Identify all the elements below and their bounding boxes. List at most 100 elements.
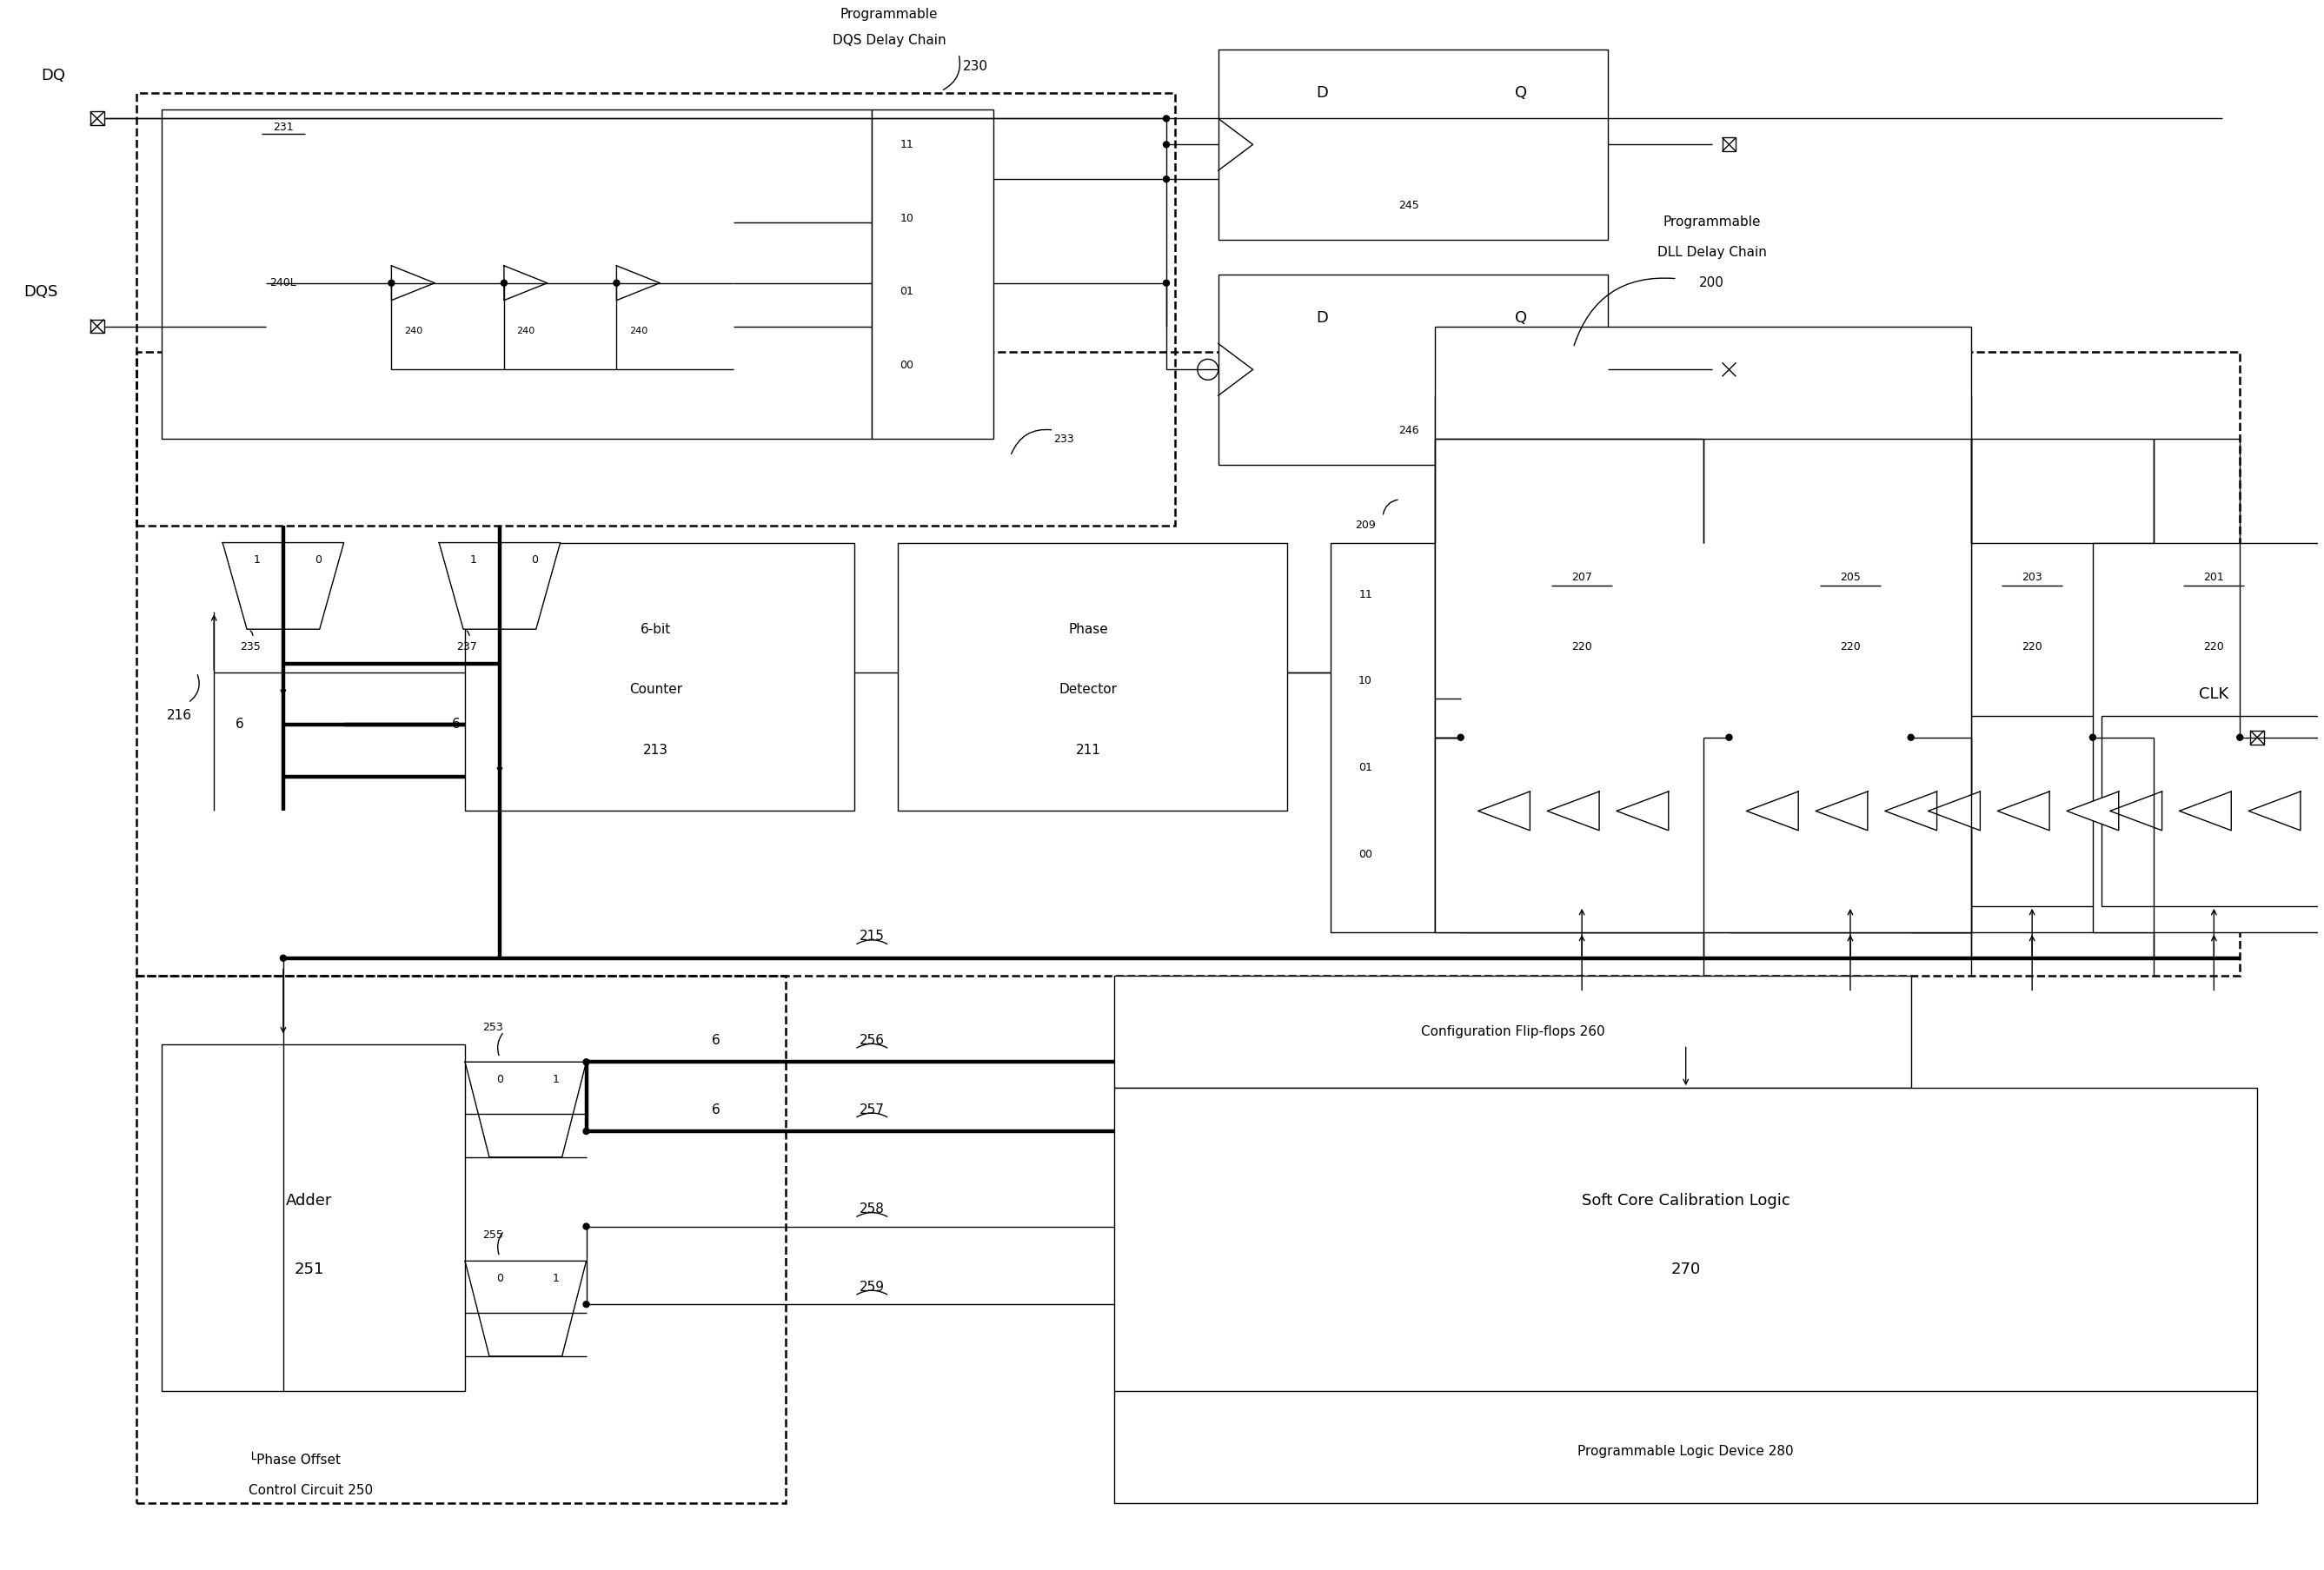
Text: Phase: Phase xyxy=(1069,623,1109,636)
Polygon shape xyxy=(1815,791,1868,831)
Text: 220: 220 xyxy=(2022,641,2043,652)
Text: └Phase Offset: └Phase Offset xyxy=(249,1454,342,1466)
Polygon shape xyxy=(1929,791,1980,831)
Text: 256: 256 xyxy=(860,1033,885,1047)
Text: 213: 213 xyxy=(644,744,667,757)
Text: DQS: DQS xyxy=(23,284,58,300)
Text: 259: 259 xyxy=(860,1281,885,1294)
Bar xyxy=(1738,716,1964,906)
Circle shape xyxy=(1164,116,1169,121)
Text: 01: 01 xyxy=(1360,761,1373,774)
Text: 220: 220 xyxy=(2203,641,2224,652)
Polygon shape xyxy=(439,543,560,630)
Bar xyxy=(137,975,786,1504)
Text: 257: 257 xyxy=(860,1104,885,1116)
Text: 10: 10 xyxy=(899,212,913,225)
Polygon shape xyxy=(1478,791,1529,831)
Text: 240: 240 xyxy=(516,327,535,334)
Text: 6: 6 xyxy=(453,717,460,732)
Text: 245: 245 xyxy=(1399,199,1420,210)
Text: 270: 270 xyxy=(1671,1262,1701,1278)
Text: 215: 215 xyxy=(860,929,885,944)
Text: Programmable Logic Device 280: Programmable Logic Device 280 xyxy=(1578,1444,1794,1459)
Text: D: D xyxy=(1315,309,1329,325)
Circle shape xyxy=(1164,176,1169,182)
Text: 1: 1 xyxy=(469,554,476,565)
Text: 220: 220 xyxy=(1571,641,1592,652)
Text: 230: 230 xyxy=(962,60,988,74)
Text: D: D xyxy=(1315,85,1329,100)
Circle shape xyxy=(1164,279,1169,286)
Bar xyxy=(91,319,105,333)
Bar xyxy=(872,110,992,438)
Text: Soft Core Calibration Logic: Soft Core Calibration Logic xyxy=(1583,1193,1789,1209)
Polygon shape xyxy=(2110,791,2161,831)
Text: Q: Q xyxy=(1515,85,1527,100)
Text: Q: Q xyxy=(1515,309,1527,325)
Polygon shape xyxy=(465,1061,586,1157)
Text: 231: 231 xyxy=(272,121,293,133)
Text: Adder: Adder xyxy=(286,1193,332,1209)
Bar xyxy=(1920,716,2145,906)
Polygon shape xyxy=(1745,791,1799,831)
Text: 6-bit: 6-bit xyxy=(639,623,672,636)
Circle shape xyxy=(583,1223,590,1229)
Text: Detector: Detector xyxy=(1060,683,1118,697)
Text: 6: 6 xyxy=(235,717,244,732)
Text: Configuration Flip-flops 260: Configuration Flip-flops 260 xyxy=(1420,1025,1604,1038)
Text: 1: 1 xyxy=(553,1074,560,1085)
Polygon shape xyxy=(1999,791,2050,831)
Circle shape xyxy=(502,279,507,286)
Circle shape xyxy=(583,1058,590,1064)
Text: 1: 1 xyxy=(553,1273,560,1284)
Polygon shape xyxy=(504,265,546,300)
Text: 209: 209 xyxy=(1355,520,1376,531)
Bar xyxy=(1910,543,2154,933)
Text: 253: 253 xyxy=(483,1022,502,1033)
Bar xyxy=(897,543,1287,812)
Polygon shape xyxy=(2180,791,2231,831)
Bar xyxy=(137,352,2240,975)
Text: 251: 251 xyxy=(295,1262,323,1278)
Text: 240: 240 xyxy=(630,327,648,334)
Circle shape xyxy=(388,279,395,286)
Text: 00: 00 xyxy=(1360,849,1373,860)
Bar xyxy=(1722,363,1736,377)
Bar xyxy=(1116,975,1910,1088)
Bar xyxy=(2101,716,2324,906)
Text: 246: 246 xyxy=(1399,424,1420,436)
Text: 11: 11 xyxy=(1360,589,1371,600)
Bar xyxy=(1462,543,1703,933)
Text: Programmable: Programmable xyxy=(1664,217,1762,229)
Text: 237: 237 xyxy=(456,641,476,652)
Circle shape xyxy=(2238,735,2243,741)
Text: 0: 0 xyxy=(530,554,537,565)
Text: CLK: CLK xyxy=(2199,686,2229,702)
Text: 0: 0 xyxy=(497,1273,504,1284)
Polygon shape xyxy=(223,543,344,630)
Bar xyxy=(1434,327,1971,933)
Text: 11: 11 xyxy=(899,138,913,151)
Circle shape xyxy=(1727,735,1731,741)
Text: 200: 200 xyxy=(1699,276,1724,289)
Bar xyxy=(2092,543,2324,933)
Bar xyxy=(2250,730,2264,744)
Text: 6: 6 xyxy=(711,1033,720,1047)
Polygon shape xyxy=(390,265,435,300)
Text: 233: 233 xyxy=(1053,433,1074,444)
Text: 240: 240 xyxy=(404,327,423,334)
Text: 216: 216 xyxy=(167,710,193,722)
Circle shape xyxy=(1164,141,1169,148)
Text: 235: 235 xyxy=(239,641,260,652)
Bar xyxy=(1469,716,1694,906)
Text: 240L: 240L xyxy=(270,278,297,289)
Circle shape xyxy=(1457,735,1464,741)
Text: 211: 211 xyxy=(1076,744,1102,757)
Bar xyxy=(1332,543,1434,933)
Text: 258: 258 xyxy=(860,1203,885,1215)
Circle shape xyxy=(2089,735,2096,741)
Bar xyxy=(1116,1088,2257,1504)
Polygon shape xyxy=(2250,791,2301,831)
Text: Control Circuit 250: Control Circuit 250 xyxy=(249,1484,372,1496)
Bar xyxy=(1729,543,1971,933)
